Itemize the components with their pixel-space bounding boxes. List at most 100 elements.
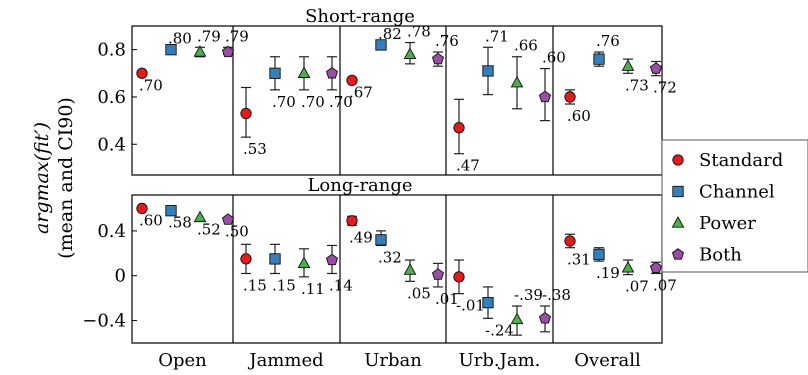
data-label: -.39 (514, 286, 543, 304)
point-standard (564, 91, 576, 103)
data-label: .70 (329, 93, 353, 111)
y-axis-label-line2: (mean and CI90) (55, 97, 77, 259)
category-labels: Open Jammed Urban Urb.Jam. Overall (158, 350, 641, 371)
data-label: .71 (485, 27, 509, 45)
data-label: .66 (514, 37, 538, 55)
point-both (538, 311, 552, 324)
point-power (621, 59, 635, 71)
panel-1: Long-range −0.4 0 0.4 .60 .58 .52.50 .15 .15 .11.… (82, 175, 677, 344)
group-Urban: .49 .32 .05.01 (346, 215, 459, 308)
point-channel (269, 253, 281, 265)
data-label: .79 (197, 27, 221, 45)
point-both (649, 261, 663, 274)
data-label: .60 (567, 107, 591, 125)
data-label: .78 (407, 23, 431, 41)
panel-frame (131, 194, 663, 344)
group-Urban: .67 .82 .78.76 (346, 23, 459, 101)
legend-item-both: Both (671, 245, 742, 266)
data-label: .76 (596, 32, 620, 50)
point-channel (375, 39, 387, 51)
point-channel (165, 205, 177, 217)
data-label: .05 (407, 284, 431, 302)
data-label: .07 (625, 278, 649, 296)
group-Overall: .60 .76 .73.72 (564, 32, 677, 125)
category-label: Open (158, 350, 207, 371)
panel-frame (131, 25, 663, 176)
data-label: .67 (349, 83, 373, 101)
legend-marker-standard (672, 154, 684, 166)
panels: Short-range0.40.60.8.70.80.79.79.53.70.7… (82, 6, 677, 344)
data-label: .72 (653, 79, 677, 97)
y-tick-label: 0 (115, 266, 126, 287)
point-both (649, 62, 663, 74)
point-both (431, 52, 445, 65)
data-label: .11 (301, 280, 325, 298)
point-standard (240, 107, 252, 120)
data-label: .79 (225, 27, 249, 45)
point-power (297, 256, 311, 269)
category-label: Overall (574, 350, 641, 371)
y-tick-label: 0.6 (97, 87, 126, 108)
data-label: .07 (653, 276, 677, 294)
panel-0: Short-range0.40.60.8.70.80.79.79.53.70.7… (97, 6, 677, 176)
point-standard (564, 235, 576, 247)
point-both (221, 213, 235, 225)
point-channel (482, 296, 494, 309)
point-both (325, 253, 339, 266)
point-standard (240, 253, 252, 265)
category-label: Jammed (247, 350, 323, 371)
data-label: .70 (301, 93, 325, 111)
group-Jammed: .53.70.70.70 (240, 56, 353, 158)
y-axis-label: argmax(fit′) (mean and CI90) (31, 97, 77, 259)
y-tick-label: −0.4 (82, 311, 126, 332)
group-Open: .70 .80 .79.79 (136, 27, 249, 94)
point-power (510, 312, 524, 325)
legend-item-power: Power (671, 213, 756, 234)
data-label: .58 (168, 214, 192, 232)
point-both (431, 268, 445, 280)
data-label: .52 (197, 220, 221, 238)
category-label: Urban (364, 350, 422, 371)
data-label: .15 (243, 276, 267, 294)
group-Overall: .31 .19 .07.07 (564, 233, 677, 296)
data-label: .14 (329, 276, 353, 294)
y-tick-label: 0.4 (97, 221, 126, 242)
data-label: -.38 (542, 286, 571, 304)
data-label: .73 (625, 76, 649, 94)
group-Open: .60 .58 .52.50 (136, 202, 249, 241)
point-standard (453, 271, 465, 283)
data-label: .31 (567, 251, 591, 269)
category-label: Urb.Jam. (459, 350, 541, 371)
point-standard (346, 74, 358, 87)
point-channel (593, 53, 605, 65)
point-channel (482, 65, 494, 77)
legend-marker-channel (672, 185, 684, 198)
legend-label: Channel (699, 182, 775, 203)
legend-label: Both (699, 245, 742, 266)
data-label: .53 (243, 140, 267, 158)
data-label: .70 (272, 93, 296, 111)
legend-box (661, 139, 808, 273)
data-label: .32 (378, 248, 402, 266)
legend-item-channel: Channel (672, 182, 775, 203)
point-channel (269, 67, 281, 79)
data-label: .49 (349, 228, 373, 246)
data-label: .80 (168, 30, 192, 48)
point-power (297, 66, 311, 78)
group-Urb.Jam.: .47 .71 .66.60 (453, 27, 566, 175)
point-power (510, 75, 524, 88)
point-channel (375, 234, 387, 246)
data-label: .50 (225, 223, 249, 241)
data-label: .82 (378, 25, 402, 43)
y-tick-label: 0.4 (97, 134, 126, 155)
point-both (221, 45, 235, 58)
point-channel (165, 44, 177, 56)
point-standard (136, 202, 148, 215)
point-power (193, 45, 207, 57)
point-power (621, 260, 635, 273)
legend: Standard Channel Power Both (661, 139, 808, 273)
point-power (403, 47, 417, 60)
point-standard (136, 67, 148, 79)
group-Urb.Jam.: -.01-.24-.39 -.38 (453, 259, 571, 339)
